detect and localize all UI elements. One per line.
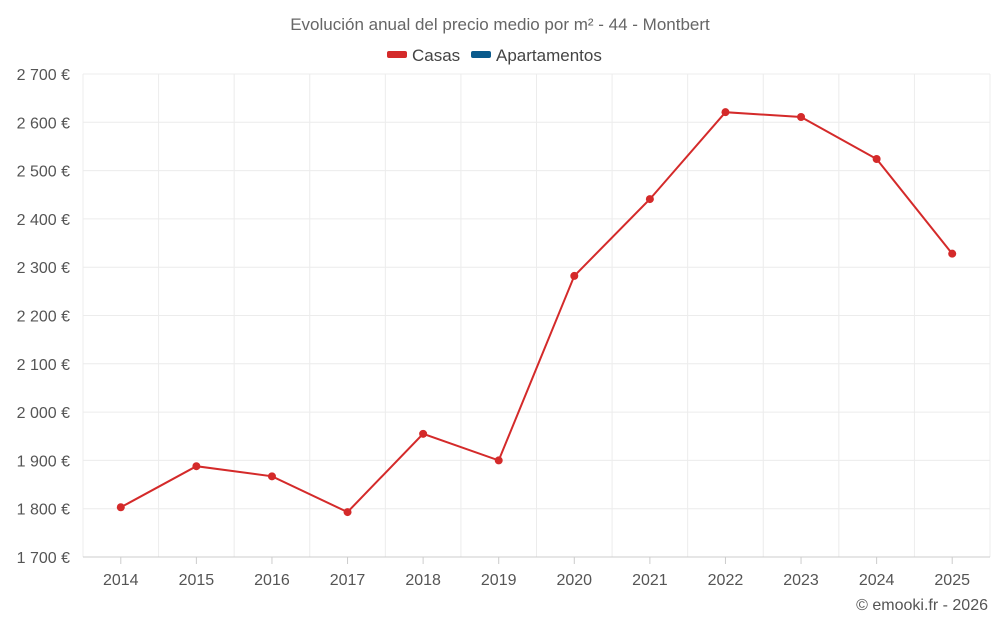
y-tick-label: 2 500 €: [17, 164, 70, 181]
x-tick-label: 2022: [708, 572, 744, 589]
x-tick-label: 2015: [179, 572, 215, 589]
data-point-casas[interactable]: [872, 155, 881, 164]
x-tick-label: 2020: [556, 572, 592, 589]
series-line-casas: [120, 111, 953, 514]
data-point-casas[interactable]: [948, 249, 957, 258]
y-tick-label: 2 600 €: [17, 115, 70, 132]
y-tick-label: 1 800 €: [17, 502, 70, 519]
x-tick-label: 2023: [783, 572, 819, 589]
series-casas: [116, 108, 957, 517]
legend-item-apartamentos[interactable]: Apartamentos: [471, 46, 602, 65]
x-tick-label: 2021: [632, 572, 668, 589]
y-tick-label: 2 700 €: [17, 67, 70, 84]
x-tick-label: 2025: [934, 572, 970, 589]
y-tick-label: 1 900 €: [17, 453, 70, 470]
x-gridlines: [82, 74, 991, 557]
legend-item-casas[interactable]: Casas: [387, 46, 460, 65]
legend-label-casas: Casas: [412, 46, 460, 65]
data-point-casas[interactable]: [721, 108, 730, 117]
data-point-casas[interactable]: [116, 503, 125, 512]
y-tick-label: 2 000 €: [17, 405, 70, 422]
x-tick-label: 2016: [254, 572, 290, 589]
legend-swatch-apartamentos: [471, 51, 491, 58]
y-tick-label: 2 400 €: [17, 212, 70, 229]
data-point-casas[interactable]: [419, 429, 428, 438]
y-tick-label: 2 100 €: [17, 357, 70, 374]
x-axis-ticks: 2014 2015 2016 2017 2018 2019 2020 2021 2022 2023…: [103, 557, 970, 589]
data-point-casas[interactable]: [645, 195, 654, 204]
chart-title: Evolución anual del precio medio por m² …: [290, 15, 710, 34]
y-axis-ticks: 1 700 € 1 800 € 1 900 € 2 000 € 2 100 € 2 200…: [17, 67, 70, 567]
legend: Casas Apartamentos: [387, 46, 602, 65]
y-tick-label: 2 300 €: [17, 260, 70, 277]
data-point-casas[interactable]: [797, 112, 806, 121]
legend-swatch-casas: [387, 51, 407, 58]
data-point-casas[interactable]: [192, 462, 201, 471]
x-tick-label: 2019: [481, 572, 517, 589]
legend-label-apartamentos: Apartamentos: [496, 46, 602, 65]
y-tick-label: 1 700 €: [17, 550, 70, 567]
x-tick-label: 2014: [103, 572, 139, 589]
y-tick-label: 2 200 €: [17, 309, 70, 326]
x-tick-label: 2017: [330, 572, 366, 589]
data-point-casas[interactable]: [267, 472, 276, 481]
credit-text: © emooki.fr - 2026: [856, 597, 988, 614]
x-tick-label: 2024: [859, 572, 895, 589]
data-point-casas[interactable]: [570, 271, 579, 280]
data-point-casas[interactable]: [343, 508, 352, 517]
x-tick-label: 2018: [405, 572, 441, 589]
data-point-casas[interactable]: [494, 456, 503, 465]
